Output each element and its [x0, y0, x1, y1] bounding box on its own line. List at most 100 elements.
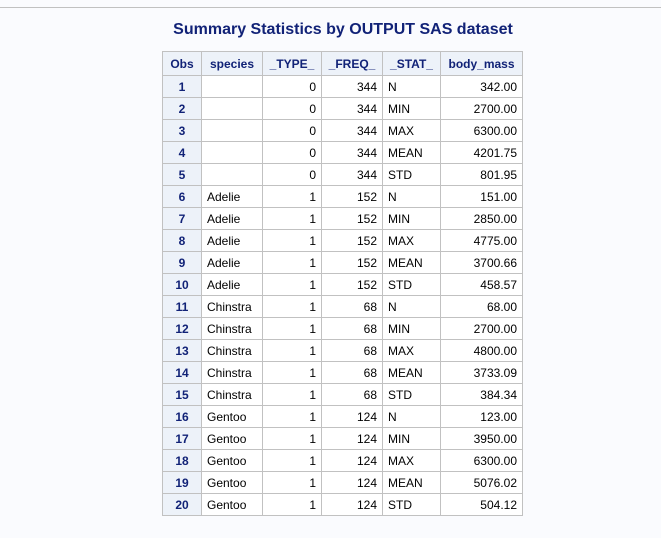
summary-statistics-table: Obs species _TYPE_ _FREQ_ _STAT_ body_ma…	[162, 51, 523, 516]
table-header-row: Obs species _TYPE_ _FREQ_ _STAT_ body_ma…	[162, 51, 523, 76]
body-mass-cell: 4775.00	[440, 229, 523, 252]
stat-cell: MAX	[382, 229, 441, 252]
species-cell	[201, 97, 263, 120]
species-cell: Chinstra	[201, 339, 263, 362]
freq-cell: 344	[321, 97, 383, 120]
species-cell: Chinstra	[201, 383, 263, 406]
stat-cell: MIN	[382, 427, 441, 450]
type-cell: 1	[262, 273, 322, 296]
type-cell: 1	[262, 251, 322, 274]
species-cell	[201, 75, 263, 98]
body-mass-cell: 3950.00	[440, 427, 523, 450]
table-row: 13 Chinstra 1 68 MAX 4800.00	[162, 339, 523, 362]
species-cell: Adelie	[201, 273, 263, 296]
obs-cell: 2	[162, 97, 202, 120]
species-cell: Gentoo	[201, 405, 263, 428]
obs-cell: 19	[162, 471, 202, 494]
obs-cell: 10	[162, 273, 202, 296]
obs-cell: 16	[162, 405, 202, 428]
stat-cell: N	[382, 405, 441, 428]
freq-cell: 124	[321, 471, 383, 494]
species-cell: Gentoo	[201, 449, 263, 472]
stat-cell: MAX	[382, 339, 441, 362]
freq-cell: 344	[321, 141, 383, 164]
freq-cell: 68	[321, 361, 383, 384]
type-cell: 1	[262, 185, 322, 208]
column-header-freq: _FREQ_	[321, 51, 383, 76]
table-row: 12 Chinstra 1 68 MIN 2700.00	[162, 317, 523, 340]
body-mass-cell: 123.00	[440, 405, 523, 428]
freq-cell: 344	[321, 75, 383, 98]
stat-cell: STD	[382, 383, 441, 406]
table-row: 18 Gentoo 1 124 MAX 6300.00	[162, 449, 523, 472]
body-mass-cell: 2700.00	[440, 317, 523, 340]
type-cell: 1	[262, 427, 322, 450]
body-mass-cell: 6300.00	[440, 449, 523, 472]
species-cell	[201, 119, 263, 142]
type-cell: 1	[262, 471, 322, 494]
obs-cell: 20	[162, 493, 202, 516]
table-row: 15 Chinstra 1 68 STD 384.34	[162, 383, 523, 406]
type-cell: 1	[262, 317, 322, 340]
type-cell: 0	[262, 97, 322, 120]
table-row: 10 Adelie 1 152 STD 458.57	[162, 273, 523, 296]
species-cell	[201, 141, 263, 164]
column-header-obs: Obs	[162, 51, 202, 76]
body-mass-cell: 6300.00	[440, 119, 523, 142]
freq-cell: 124	[321, 449, 383, 472]
stat-cell: MIN	[382, 207, 441, 230]
body-mass-cell: 3733.09	[440, 361, 523, 384]
type-cell: 1	[262, 229, 322, 252]
obs-cell: 3	[162, 119, 202, 142]
table-row: 20 Gentoo 1 124 STD 504.12	[162, 493, 523, 516]
obs-cell: 15	[162, 383, 202, 406]
stat-cell: N	[382, 295, 441, 318]
type-cell: 0	[262, 163, 322, 186]
freq-cell: 152	[321, 229, 383, 252]
stat-cell: MAX	[382, 449, 441, 472]
table-row: 16 Gentoo 1 124 N 123.00	[162, 405, 523, 428]
body-mass-cell: 458.57	[440, 273, 523, 296]
body-mass-cell: 151.00	[440, 185, 523, 208]
type-cell: 1	[262, 449, 322, 472]
table-row: 8 Adelie 1 152 MAX 4775.00	[162, 229, 523, 252]
species-cell: Chinstra	[201, 295, 263, 318]
stat-cell: N	[382, 185, 441, 208]
obs-cell: 7	[162, 207, 202, 230]
obs-cell: 11	[162, 295, 202, 318]
freq-cell: 152	[321, 251, 383, 274]
freq-cell: 68	[321, 383, 383, 406]
type-cell: 0	[262, 75, 322, 98]
species-cell: Adelie	[201, 185, 263, 208]
body-mass-cell: 4201.75	[440, 141, 523, 164]
obs-cell: 4	[162, 141, 202, 164]
freq-cell: 152	[321, 185, 383, 208]
top-divider	[0, 7, 661, 8]
table-row: 4 0 344 MEAN 4201.75	[162, 141, 523, 164]
table-row: 5 0 344 STD 801.95	[162, 163, 523, 186]
table-row: 7 Adelie 1 152 MIN 2850.00	[162, 207, 523, 230]
obs-cell: 12	[162, 317, 202, 340]
stat-cell: STD	[382, 163, 441, 186]
table-row: 19 Gentoo 1 124 MEAN 5076.02	[162, 471, 523, 494]
freq-cell: 68	[321, 295, 383, 318]
type-cell: 1	[262, 339, 322, 362]
freq-cell: 124	[321, 427, 383, 450]
freq-cell: 124	[321, 405, 383, 428]
stat-cell: MEAN	[382, 471, 441, 494]
species-cell: Adelie	[201, 251, 263, 274]
stat-cell: STD	[382, 273, 441, 296]
species-cell: Adelie	[201, 207, 263, 230]
table-row: 9 Adelie 1 152 MEAN 3700.66	[162, 251, 523, 274]
freq-cell: 152	[321, 273, 383, 296]
species-cell: Chinstra	[201, 361, 263, 384]
page-title: Summary Statistics by OUTPUT SAS dataset	[173, 21, 513, 38]
column-header-body-mass: body_mass	[440, 51, 523, 76]
table-row: 6 Adelie 1 152 N 151.00	[162, 185, 523, 208]
stat-cell: MEAN	[382, 361, 441, 384]
species-cell: Adelie	[201, 229, 263, 252]
freq-cell: 344	[321, 163, 383, 186]
table-row: 1 0 344 N 342.00	[162, 75, 523, 98]
freq-cell: 344	[321, 119, 383, 142]
stat-cell: MEAN	[382, 141, 441, 164]
